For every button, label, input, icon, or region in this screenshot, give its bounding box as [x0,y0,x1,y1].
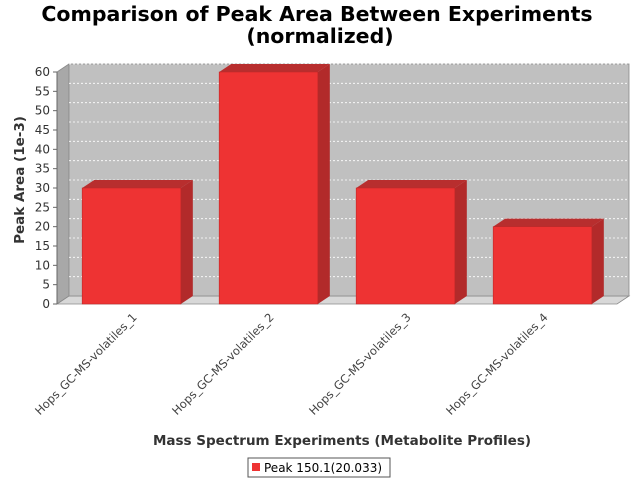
y-tick-label: 10 [35,258,50,272]
bar-side [317,64,330,304]
legend-label: Peak 150.1(20.033) [264,461,382,475]
legend-swatch [252,463,260,471]
bar [81,180,193,305]
bars [81,64,604,305]
bar-side [180,180,193,304]
y-axis: 0 5 10 15 20 25 30 35 40 45 50 55 60 [35,65,58,311]
bar-front [81,187,182,305]
y-tick-label: 45 [35,123,50,137]
bar [355,180,467,305]
y-tick-label: 30 [35,181,50,195]
y-tick-label: 25 [35,200,50,214]
bar [218,64,330,305]
bar-side [454,180,467,304]
chart-title: Comparison of Peak Area Between Experime… [41,2,592,26]
legend: Peak 150.1(20.033) [247,457,391,478]
chart-subtitle: (normalized) [246,24,393,48]
y-tick-label: 15 [35,239,50,253]
x-axis-labels: Hops_GC-MS-volatiles_1 Hops_GC-MS-volatil… [32,310,550,417]
x-tick-label: Hops_GC-MS-volatiles_3 [306,310,413,417]
bar-top [493,218,604,227]
bar-top [82,180,193,188]
bar-front [355,187,456,305]
x-tick-label: Hops_GC-MS-volatiles_1 [32,310,139,417]
x-axis-title: Mass Spectrum Experiments (Metabolite Pr… [153,433,531,449]
bar-front [492,226,593,305]
y-tick-label: 50 [35,104,50,118]
bar-side [591,218,604,304]
plot-side-wall [56,63,70,305]
x-tick-label: Hops_GC-MS-volatiles_2 [169,310,276,417]
y-tick-label: 35 [35,162,50,176]
y-tick-label: 60 [35,65,50,79]
y-tick-label: 55 [35,84,50,98]
bar [492,218,604,305]
y-axis-title: Peak Area (1e-3) [12,116,28,244]
y-tick-label: 20 [35,220,50,234]
y-tick-label: 40 [35,142,50,156]
y-tick-label: 5 [42,278,50,292]
y-tick-label: 0 [42,297,50,311]
legend-box [247,457,391,478]
bar-top [356,180,467,188]
bar-front [218,71,319,305]
x-tick-label: Hops_GC-MS-volatiles_4 [443,310,550,417]
bar-top [219,64,330,72]
